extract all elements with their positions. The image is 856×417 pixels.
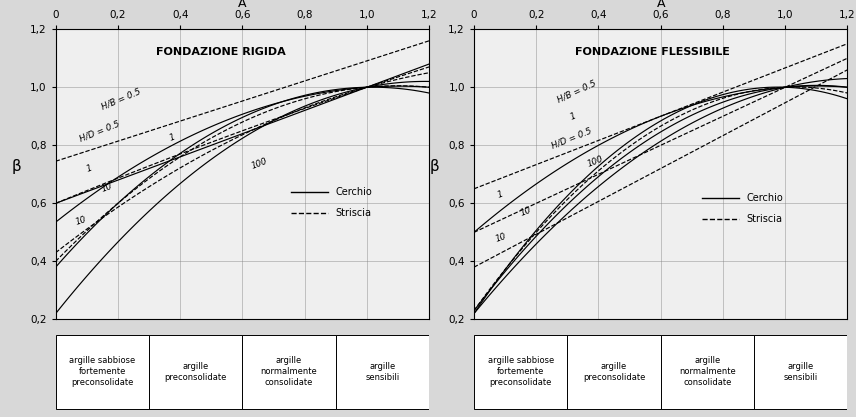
Text: 1: 1 bbox=[86, 163, 94, 174]
Text: H/D = 0.5: H/D = 0.5 bbox=[78, 119, 121, 143]
Text: 100: 100 bbox=[586, 154, 604, 168]
Text: 10: 10 bbox=[74, 215, 87, 227]
Text: 10: 10 bbox=[100, 181, 114, 193]
Text: argille
sensibili: argille sensibili bbox=[783, 362, 817, 382]
Text: Cerchio: Cerchio bbox=[336, 187, 372, 197]
Text: argille sabbiose
fortemente
preconsolidate: argille sabbiose fortemente preconsolida… bbox=[488, 356, 554, 387]
Y-axis label: β: β bbox=[11, 159, 21, 174]
Bar bbox=[474, 335, 568, 409]
Text: Cerchio: Cerchio bbox=[746, 193, 783, 203]
Text: Striscia: Striscia bbox=[336, 208, 372, 219]
X-axis label: A: A bbox=[657, 0, 665, 10]
Text: FONDAZIONE FLESSIBILE: FONDAZIONE FLESSIBILE bbox=[574, 47, 729, 57]
Text: 1: 1 bbox=[496, 189, 505, 200]
Text: H/D = 0.5: H/D = 0.5 bbox=[550, 126, 593, 150]
Text: 1: 1 bbox=[168, 133, 176, 143]
Y-axis label: β: β bbox=[430, 159, 439, 174]
Text: 1: 1 bbox=[569, 111, 578, 121]
Bar bbox=[336, 335, 429, 409]
Text: argille
normalmente
consolidate: argille normalmente consolidate bbox=[261, 356, 318, 387]
Text: FONDAZIONE RIGIDA: FONDAZIONE RIGIDA bbox=[157, 47, 286, 57]
Text: Striscia: Striscia bbox=[746, 214, 782, 224]
Text: 10: 10 bbox=[519, 206, 532, 218]
X-axis label: A: A bbox=[238, 0, 247, 10]
Bar bbox=[56, 335, 149, 409]
Bar bbox=[754, 335, 847, 409]
Bar bbox=[149, 335, 242, 409]
Bar bbox=[661, 335, 754, 409]
Text: argille
normalmente
consolidate: argille normalmente consolidate bbox=[679, 356, 736, 387]
Text: argille
preconsolidate: argille preconsolidate bbox=[583, 362, 645, 382]
Bar bbox=[242, 335, 336, 409]
Text: 100: 100 bbox=[250, 157, 269, 171]
Text: H/B = 0.5: H/B = 0.5 bbox=[100, 87, 142, 111]
Text: H/B = 0.5: H/B = 0.5 bbox=[556, 79, 597, 105]
Text: argille
preconsolidate: argille preconsolidate bbox=[164, 362, 227, 382]
Text: 10: 10 bbox=[495, 232, 508, 244]
Text: argille
sensibili: argille sensibili bbox=[366, 362, 400, 382]
Bar bbox=[568, 335, 661, 409]
Text: argille sabbiose
fortemente
preconsolidate: argille sabbiose fortemente preconsolida… bbox=[69, 356, 135, 387]
